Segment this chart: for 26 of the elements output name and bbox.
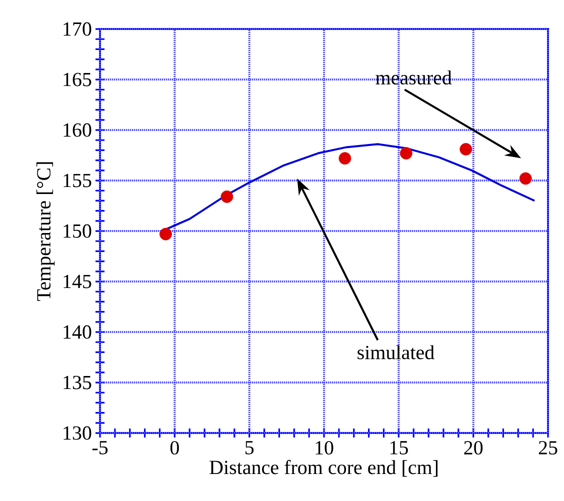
x-tick-label: 0 — [170, 441, 179, 455]
point — [338, 152, 352, 165]
y-tick-label: 150 — [64, 224, 92, 238]
point — [400, 147, 412, 160]
x-axis-title: Distance from core end [cm] — [210, 460, 438, 477]
y-tick-label: 140 — [64, 325, 92, 339]
y-tick-label: 160 — [64, 123, 92, 137]
point — [519, 172, 532, 185]
y-tick-label: 130 — [64, 426, 92, 440]
y-tick-label: 165 — [64, 72, 92, 86]
point — [460, 143, 472, 156]
x-tick-label: 20 — [464, 441, 483, 455]
y-axis-title: Temperature [°C] — [36, 162, 55, 301]
annotation: simulated — [358, 345, 434, 360]
x-tick-label: 25 — [538, 441, 558, 454]
x-tick-label: 5 — [245, 441, 254, 454]
x-tick-label: -5 — [92, 441, 108, 454]
point — [220, 190, 234, 203]
y-tick-label: 155 — [64, 174, 92, 188]
annotation: measured — [376, 70, 452, 85]
y-tick-label: 145 — [64, 274, 92, 288]
y-tick-label: 170 — [64, 22, 92, 36]
x-tick-label: 15 — [390, 441, 408, 454]
x-tick-label: 10 — [316, 441, 334, 455]
point — [160, 228, 172, 240]
y-tick-label: 135 — [64, 376, 92, 390]
